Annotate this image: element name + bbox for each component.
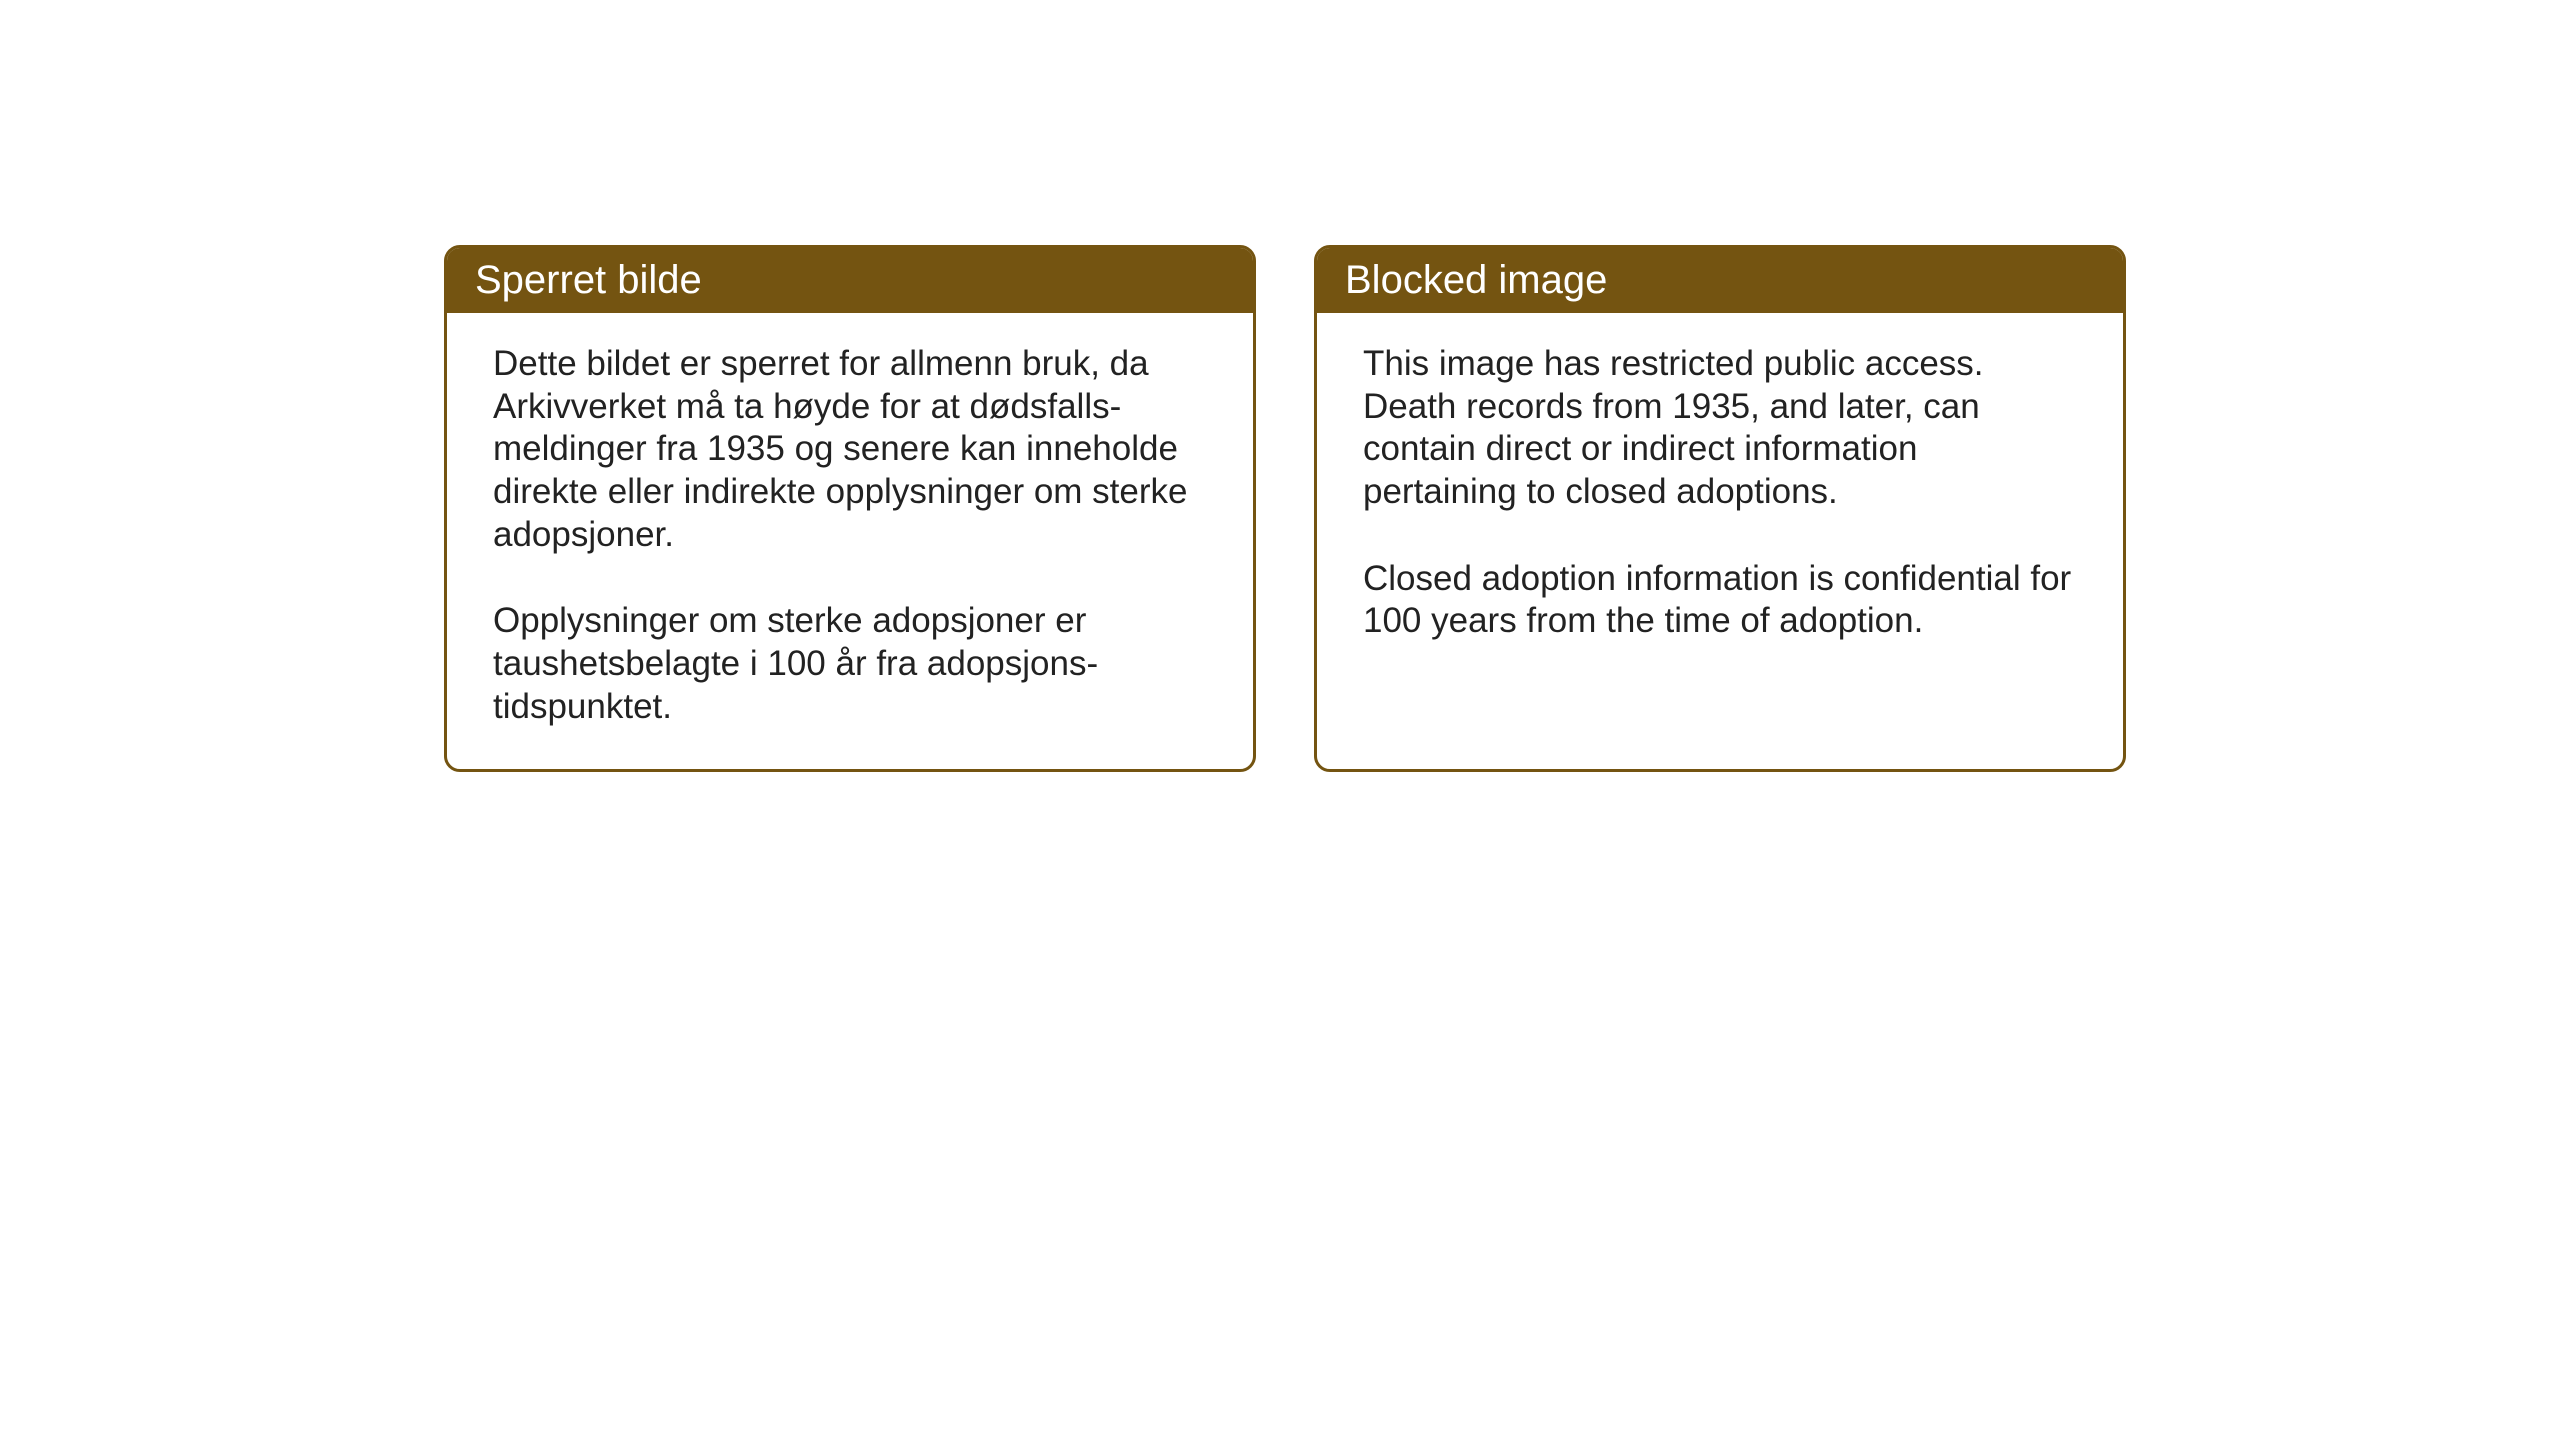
notice-paragraph-1-norwegian: Dette bildet er sperret for allmenn bruk… xyxy=(493,343,1207,556)
notice-body-norwegian: Dette bildet er sperret for allmenn bruk… xyxy=(447,313,1253,769)
notice-title-english: Blocked image xyxy=(1345,258,1607,302)
notice-paragraph-1-english: This image has restricted public access.… xyxy=(1363,343,2077,514)
notice-paragraph-2-english: Closed adoption information is confident… xyxy=(1363,558,2077,643)
notice-header-english: Blocked image xyxy=(1317,248,2123,313)
notice-container: Sperret bilde Dette bildet er sperret fo… xyxy=(444,245,2126,772)
notice-title-norwegian: Sperret bilde xyxy=(475,258,702,302)
notice-box-english: Blocked image This image has restricted … xyxy=(1314,245,2126,772)
notice-body-english: This image has restricted public access.… xyxy=(1317,313,2123,745)
notice-header-norwegian: Sperret bilde xyxy=(447,248,1253,313)
notice-paragraph-2-norwegian: Opplysninger om sterke adopsjoner er tau… xyxy=(493,600,1207,728)
notice-box-norwegian: Sperret bilde Dette bildet er sperret fo… xyxy=(444,245,1256,772)
